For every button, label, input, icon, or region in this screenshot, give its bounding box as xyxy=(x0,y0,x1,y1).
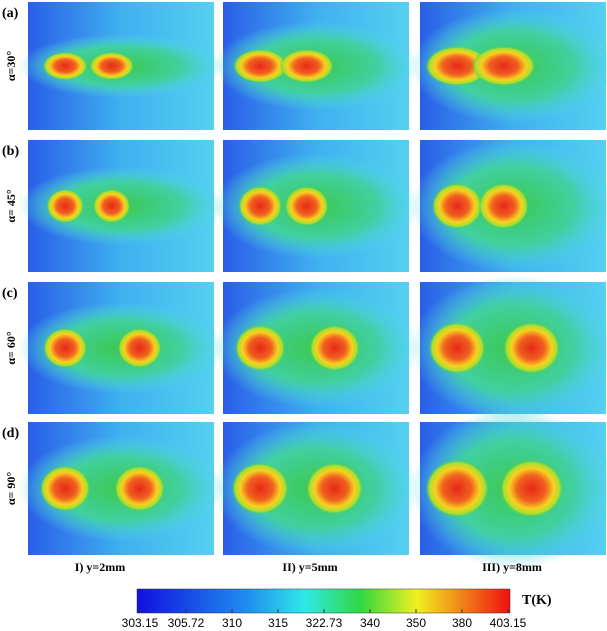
contour-panel xyxy=(18,2,224,130)
row-letter: (d) xyxy=(2,426,19,441)
hot-spot xyxy=(114,465,165,512)
contour-panel xyxy=(213,140,419,272)
hot-spot xyxy=(46,189,84,223)
hot-spot xyxy=(306,462,364,515)
colorbar-title: T(K) xyxy=(522,593,552,608)
hot-spot xyxy=(478,183,529,229)
hot-spot xyxy=(428,322,486,374)
hot-spot xyxy=(234,325,286,371)
row-letter: (a) xyxy=(2,6,19,21)
hot-spot xyxy=(502,322,561,374)
hot-spot xyxy=(93,189,131,223)
hot-spot xyxy=(231,462,289,515)
row-angle: α=30° xyxy=(4,51,18,82)
column-label: III) y=8mm xyxy=(482,560,542,574)
contour-panel xyxy=(410,140,607,272)
hot-spot xyxy=(233,49,288,83)
row-angle: α= 90° xyxy=(4,472,18,506)
hot-spot xyxy=(42,52,88,80)
hot-spot xyxy=(425,46,490,86)
colorbar-tick-label: 310 xyxy=(222,616,242,630)
row-letter: (b) xyxy=(2,144,19,159)
hot-spot xyxy=(39,465,91,512)
hot-spot xyxy=(499,459,564,518)
row-letter: (c) xyxy=(2,286,18,301)
colorbar-tick-label: 322.73 xyxy=(306,616,343,630)
colorbar-tick-label: 315 xyxy=(268,616,288,630)
hot-spot xyxy=(431,183,483,229)
hot-spot xyxy=(471,46,536,86)
hot-spot xyxy=(284,186,329,226)
contour-panel xyxy=(213,422,419,555)
contour-panel xyxy=(410,275,607,421)
column-label: II) y=5mm xyxy=(282,560,337,574)
hot-spot xyxy=(238,186,283,226)
contour-panel xyxy=(18,140,224,272)
hot-spot xyxy=(89,52,135,80)
hot-spot xyxy=(43,328,88,368)
colorbar-tick-label: 403.15 xyxy=(490,616,527,630)
colorbar-tick-label: 380 xyxy=(452,616,472,630)
contour-panel xyxy=(410,2,607,130)
contour-panel xyxy=(18,282,224,414)
column-label: I) y=2mm xyxy=(75,560,126,574)
hot-spot xyxy=(279,49,334,83)
contour-panel xyxy=(18,422,224,555)
contour-panel xyxy=(410,408,607,569)
contour-panel xyxy=(213,2,419,130)
hot-spot xyxy=(117,328,162,368)
colorbar-tick-label: 305.72 xyxy=(168,616,205,630)
hot-spot xyxy=(309,325,360,371)
colorbar-tick-label: 350 xyxy=(406,616,426,630)
hot-spot xyxy=(425,459,490,518)
row-angle: α= 60° xyxy=(4,331,18,365)
colorbar-tick-label: 303.15 xyxy=(122,616,159,630)
row-angle: α= 45° xyxy=(4,189,18,223)
contour-panel xyxy=(213,282,419,414)
colorbar-tick-label: 340 xyxy=(360,616,380,630)
